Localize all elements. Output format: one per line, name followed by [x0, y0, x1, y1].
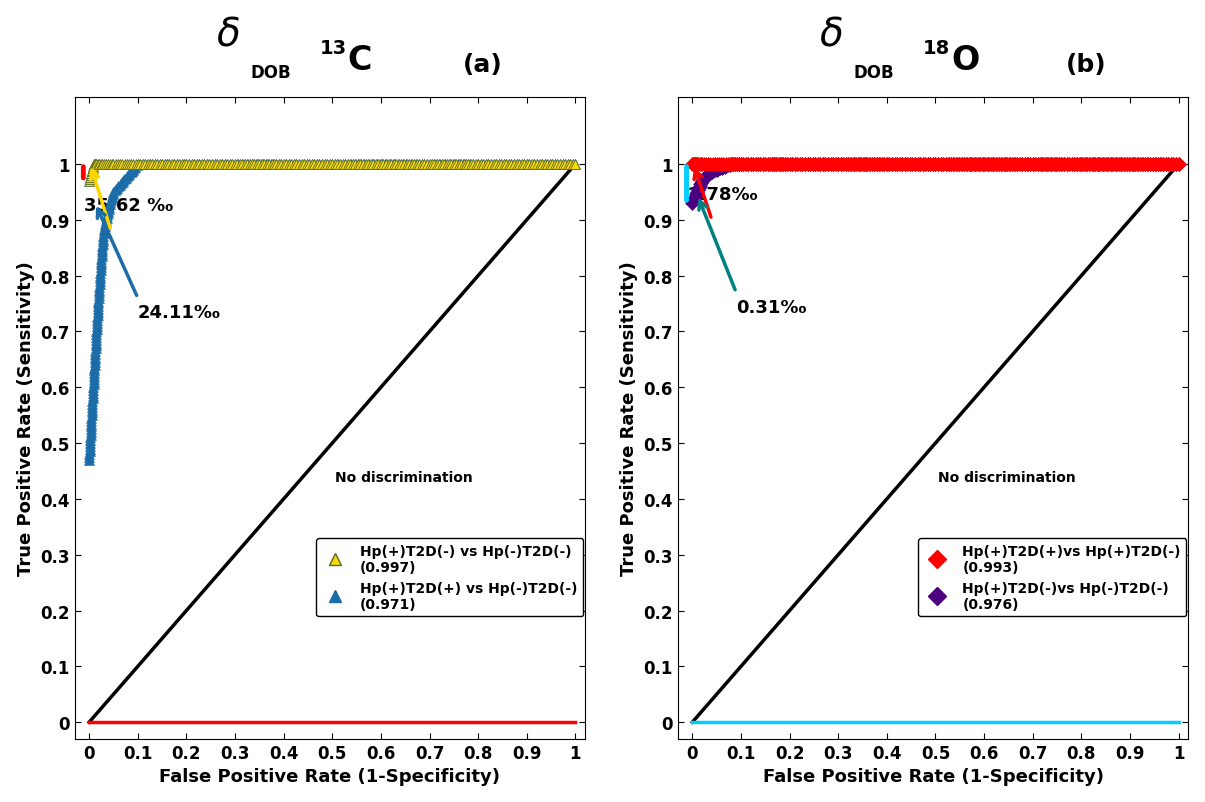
- Legend: Hp(+)T2D(-) vs Hp(-)T2D(-)
(0.997), Hp(+)T2D(+) vs Hp(-)T2D(-)
(0.971): Hp(+)T2D(-) vs Hp(-)T2D(-) (0.997), Hp(+…: [316, 538, 583, 617]
- Text: C: C: [348, 44, 372, 77]
- Text: 24.11‰: 24.11‰: [137, 304, 221, 322]
- Text: $\delta$: $\delta$: [819, 15, 844, 53]
- Text: $\delta$: $\delta$: [216, 15, 240, 53]
- Text: No discrimination: No discrimination: [937, 470, 1076, 484]
- Text: (b): (b): [1065, 54, 1106, 77]
- Text: O: O: [951, 44, 980, 77]
- Text: (a): (a): [463, 54, 502, 77]
- Text: 2.78‰: 2.78‰: [688, 186, 758, 204]
- Text: 0.31‰: 0.31‰: [736, 298, 806, 317]
- X-axis label: False Positive Rate (1-Specificity): False Positive Rate (1-Specificity): [159, 768, 500, 785]
- Y-axis label: True Positive Rate (Sensitivity): True Positive Rate (Sensitivity): [17, 261, 35, 576]
- Text: No discrimination: No discrimination: [335, 470, 472, 484]
- Text: 13: 13: [319, 38, 347, 58]
- Text: 18: 18: [923, 38, 950, 58]
- X-axis label: False Positive Rate (1-Specificity): False Positive Rate (1-Specificity): [763, 768, 1104, 785]
- Y-axis label: True Positive Rate (Sensitivity): True Positive Rate (Sensitivity): [619, 261, 637, 576]
- Text: 35.62 ‰: 35.62 ‰: [84, 197, 174, 215]
- Legend: Hp(+)T2D(+)vs Hp(+)T2D(-)
(0.993), Hp(+)T2D(-)vs Hp(-)T2D(-)
(0.976): Hp(+)T2D(+)vs Hp(+)T2D(-) (0.993), Hp(+)…: [918, 538, 1187, 617]
- Text: DOB: DOB: [251, 64, 292, 82]
- Text: DOB: DOB: [854, 64, 894, 82]
